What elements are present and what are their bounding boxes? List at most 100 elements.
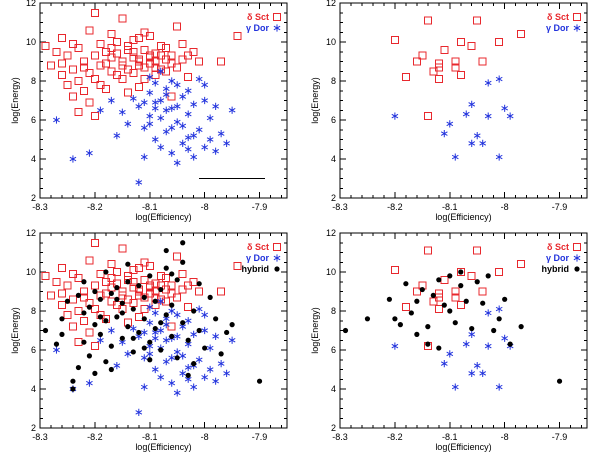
gdor-point [53,116,60,124]
dsct-point [140,275,149,284]
dsct-point [107,30,116,39]
dsct-point [90,281,99,290]
dsct-point [184,303,193,312]
gdor-point [184,110,192,118]
y-tick-label: 6 [31,115,36,125]
y-axis-label: log(Energy) [10,307,20,354]
hybrid-point [191,308,197,314]
dsct-point [167,92,176,101]
gdor-point [184,133,192,142]
dsct-point [233,262,242,271]
x-tick-label: -7.9 [552,432,568,442]
y-tick-label: 12 [326,228,336,238]
gdor-point [484,309,492,317]
hybrid-point [81,310,87,316]
dsct-point [68,269,77,278]
x-axis-label: log(Efficiency) [435,442,491,452]
dsct-point [129,283,138,292]
dsct-point [118,61,127,70]
x-tick-label: -8.1 [142,202,158,212]
gdor-point [179,122,187,130]
hybrid-point [229,322,235,328]
gdor-point [129,324,137,333]
gdor-point [462,340,470,348]
gdor-point [195,126,203,134]
hybrid-point [42,327,49,334]
hybrid-point [141,316,147,322]
legend-marker-gdor [573,254,581,262]
series-hybrid [342,269,563,384]
dsct-point [418,51,427,60]
gdor-point [179,369,187,377]
legend-marker-dsct [273,13,281,21]
hybrid-point [496,316,502,322]
dsct-point [517,30,526,39]
legend-marker-dsct [573,243,581,251]
dsct-point [434,59,443,68]
y-tick-label: 10 [326,37,336,47]
dsct-point [440,45,449,54]
hybrid-point [97,296,103,302]
gdor-point [451,383,459,391]
gdor-point [151,365,159,374]
gdor-point [173,118,181,126]
dsct-point [140,75,149,84]
panel-top-right: -8.3 -8.2 -8.1 -8 -7.9 2 4 6 8 10 12 log(Efficiency… [310,0,588,222]
hybrid-point [158,286,164,293]
y-tick-label: 4 [31,384,36,394]
gdor-point [140,153,148,161]
dsct-point [134,61,143,70]
gdor-point [140,383,148,391]
gdor-point [135,408,143,416]
gdor-point [173,332,181,340]
hybrid-point [169,333,175,339]
gdor-point [173,348,181,356]
dsct-point [390,266,399,275]
dsct-point [162,273,171,282]
gdor-point [440,130,448,138]
dsct-point [151,287,160,296]
gdor-point [195,356,203,364]
gdor-point [228,336,236,344]
gdor-point [107,326,115,335]
hybrid-point [70,386,76,392]
legend-label-hybrid: hybrid [241,264,269,274]
dsct-point [112,49,121,58]
dsct-point [57,71,66,80]
gdor-point [129,94,137,103]
dsct-point [217,287,226,296]
hybrid-point [392,316,398,322]
hybrid-point [114,296,120,302]
legend-label-dsct: δ Sct [247,242,269,252]
dsct-point [57,34,66,43]
x-tick-label: -8.3 [332,202,348,212]
dsct-point [85,98,94,107]
dsct-point [412,57,421,66]
hybrid-point [386,296,392,302]
hybrid-point [152,298,158,304]
x-tick-label: -8.3 [32,202,48,212]
dsct-point [41,41,50,50]
gdor-point [184,87,192,95]
hybrid-point [507,341,513,347]
gdor-point [446,350,454,358]
dsct-point [162,67,171,76]
dsct-point [478,57,487,66]
gdor-point [157,373,165,381]
gdor-point [201,373,209,381]
hybrid-point [86,304,92,310]
hybrid-point [59,316,65,322]
hybrid-point [125,324,131,330]
dsct-point [423,16,432,25]
gdor-point [223,139,230,147]
y-tick-label: 10 [26,37,36,47]
gdor-point [184,317,192,325]
hybrid-point [119,310,125,316]
hybrid-point [75,364,82,371]
x-tick-label: -8 [501,202,509,212]
series-dsct [41,238,242,351]
dsct-point [68,295,77,304]
x-axis-label: log(Efficiency) [435,212,491,222]
